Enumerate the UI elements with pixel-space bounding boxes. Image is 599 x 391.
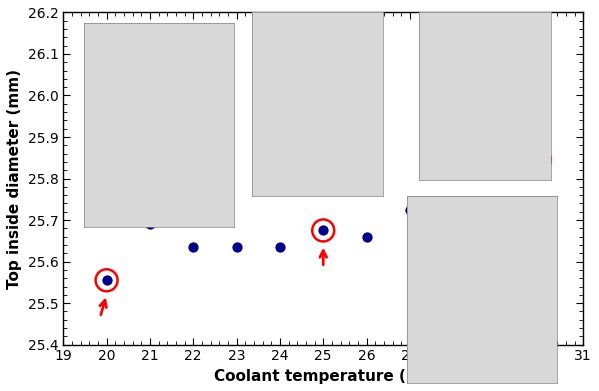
Point — [319, 227, 328, 233]
Point — [145, 221, 155, 227]
Point — [492, 198, 501, 204]
Point — [232, 244, 241, 250]
Point — [405, 206, 415, 213]
Y-axis label: Top inside diameter (mm): Top inside diameter (mm) — [7, 68, 22, 289]
Point — [102, 277, 111, 283]
Point — [275, 244, 285, 250]
Point — [449, 240, 458, 246]
X-axis label: Coolant temperature (°C): Coolant temperature (°C) — [214, 369, 432, 384]
Point — [189, 244, 198, 250]
Point — [362, 233, 371, 240]
Point — [535, 157, 544, 163]
